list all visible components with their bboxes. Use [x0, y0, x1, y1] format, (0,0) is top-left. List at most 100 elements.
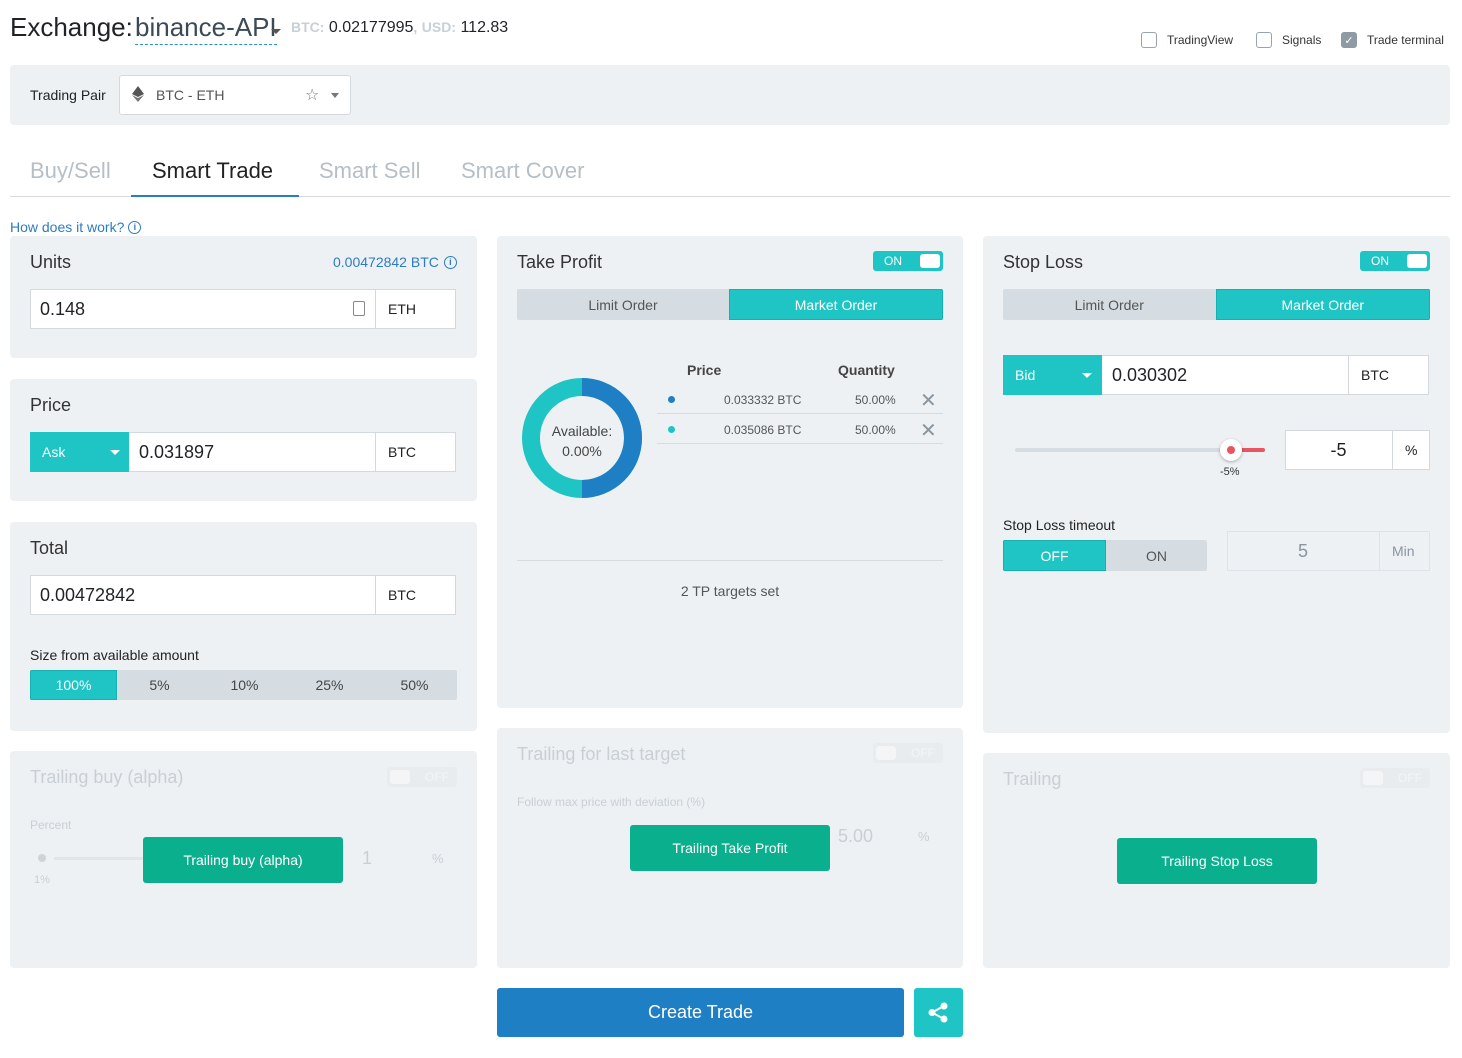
slider-dot — [1227, 446, 1235, 454]
slider-value-label: -5% — [1220, 466, 1240, 478]
size-selector[interactable]: 100% 5% 10% 25% 50% — [30, 670, 457, 700]
size-option-50[interactable]: 50% — [400, 677, 429, 693]
timeout-unit: Min — [1392, 543, 1415, 559]
trailing-buy-toggle[interactable]: OFF — [387, 767, 457, 787]
timeout-off[interactable]: OFF — [1003, 540, 1106, 571]
active-tab-indicator — [131, 195, 299, 197]
stop-loss-percent-input[interactable] — [1285, 430, 1430, 470]
timeout-input[interactable] — [1227, 531, 1430, 571]
slider-value-label: 1% — [34, 874, 50, 886]
check-icon[interactable]: ✓ — [1341, 32, 1357, 48]
stop-loss-side-label: Bid — [1015, 367, 1036, 383]
stop-loss-percent-value[interactable]: -5 — [1330, 440, 1347, 460]
trading-pair-select[interactable] — [119, 75, 351, 115]
stop-loss-title: Stop Loss — [1003, 252, 1084, 272]
tp-target-qty: 50.00% — [855, 393, 896, 407]
units-btc-equivalent: 0.00472842 BTC i — [333, 254, 457, 270]
tab-buy-sell[interactable]: Buy/Sell — [30, 158, 111, 183]
trailing-sl-title: Trailing — [1003, 769, 1062, 789]
size-option-5[interactable]: 5% — [149, 677, 170, 693]
total-currency: BTC — [388, 587, 416, 603]
checkbox-icon[interactable] — [1141, 32, 1157, 48]
trailing-buy-title: Trailing buy (alpha) — [30, 767, 184, 787]
trailing-buy-unit: % — [432, 851, 444, 866]
stop-loss-slider-track[interactable] — [1015, 448, 1231, 452]
signals-checkbox[interactable]: Signals — [1256, 32, 1321, 48]
trailing-sl-toggle[interactable]: OFF — [1360, 768, 1430, 788]
share-icon — [928, 1002, 948, 1023]
tp-target-dot — [668, 396, 675, 403]
trailing-buy-value: 1 — [362, 848, 373, 868]
trading-pair-value: BTC - ETH — [156, 87, 225, 103]
percent-unit: % — [1405, 442, 1418, 458]
trade-terminal-checkbox[interactable]: ✓ Trade terminal — [1341, 32, 1444, 48]
stop-loss-value[interactable]: 0.030302 — [1112, 365, 1188, 385]
exchange-selector[interactable]: binance-API — [135, 12, 277, 45]
tab-smart-trade[interactable]: Smart Trade — [152, 158, 274, 183]
calculator-icon[interactable] — [353, 301, 365, 316]
trailing-stop-loss-button[interactable]: Trailing Stop Loss — [1117, 838, 1317, 884]
trailing-tp-toggle[interactable]: OFF — [873, 743, 943, 763]
size-option-10[interactable]: 10% — [230, 677, 259, 693]
info-icon: i — [128, 220, 142, 234]
timeout-value[interactable]: 5 — [1297, 541, 1308, 561]
balance-display: BTC: 0.02177995, USD: 112.83 — [291, 19, 509, 36]
create-trade-button[interactable]: Create Trade — [497, 988, 904, 1037]
tp-available: Available: 0.00% — [551, 423, 613, 459]
trailing-take-profit-button[interactable]: Trailing Take Profit — [630, 825, 830, 871]
trailing-tp-desc: Follow max price with deviation (%) — [517, 795, 706, 809]
trailing-tp-value: 5.00 — [838, 826, 874, 846]
stop-loss-timeout-toggle[interactable]: OFF ON — [1003, 540, 1207, 571]
exchange-title: Exchange: — [10, 12, 133, 42]
close-icon[interactable]: ✕ — [920, 390, 937, 412]
tradingview-checkbox[interactable]: TradingView — [1141, 32, 1233, 48]
take-profit-toggle[interactable]: ON — [873, 251, 943, 271]
units-value[interactable]: 0.148 — [40, 299, 86, 319]
sl-limit-order[interactable]: Limit Order — [1003, 289, 1216, 320]
tp-market-order[interactable]: Market Order — [729, 289, 943, 320]
total-input[interactable] — [30, 575, 456, 615]
tab-smart-sell[interactable]: Smart Sell — [319, 158, 421, 183]
tp-target-price: 0.033332 BTC — [724, 393, 802, 407]
star-icon[interactable]: ☆ — [305, 87, 320, 104]
take-profit-order-type[interactable]: Limit Order Market Order — [517, 289, 943, 320]
tp-donut-chart — [522, 378, 642, 498]
trailing-buy-button[interactable]: Trailing buy (alpha) — [143, 837, 343, 883]
close-icon[interactable]: ✕ — [920, 420, 937, 442]
tp-target-price: 0.035086 BTC — [724, 423, 802, 437]
tp-target-qty: 50.00% — [855, 423, 896, 437]
tp-summary: 2 TP targets set — [680, 583, 780, 599]
chevron-down-icon — [1082, 373, 1092, 378]
chevron-down-icon[interactable] — [331, 93, 339, 98]
trailing-tp-unit: % — [918, 829, 930, 844]
trailing-tp-title: Trailing for last target — [517, 744, 686, 764]
trading-pair-label: Trading Pair — [30, 87, 106, 103]
usd-value: 112.83 — [460, 19, 509, 36]
total-value[interactable]: 0.00472842 — [40, 585, 136, 605]
slider-handle[interactable] — [38, 854, 46, 862]
stop-loss-toggle[interactable]: ON — [1360, 251, 1430, 271]
share-button[interactable] — [914, 988, 963, 1037]
stop-loss-slider-fill[interactable] — [1231, 448, 1265, 452]
size-label: Size from available amount — [30, 647, 199, 663]
price-value[interactable]: 0.031897 — [139, 442, 215, 462]
how-it-works-link[interactable]: How does it work? i — [10, 219, 142, 235]
slider-track[interactable] — [54, 857, 144, 860]
tp-col-quantity: Quantity — [838, 362, 895, 378]
size-option-100[interactable]: 100% — [30, 670, 117, 700]
tp-limit-order[interactable]: Limit Order — [517, 289, 729, 320]
info-icon: i — [443, 255, 457, 269]
sl-market-order[interactable]: Market Order — [1215, 289, 1430, 320]
stop-loss-timeout-label: Stop Loss timeout — [1003, 517, 1116, 533]
size-option-25[interactable]: 25% — [315, 677, 344, 693]
tp-col-price: Price — [687, 362, 722, 378]
checkbox-icon[interactable] — [1256, 32, 1272, 48]
timeout-on[interactable]: ON — [1106, 540, 1207, 571]
price-currency: BTC — [388, 444, 416, 460]
units-input[interactable] — [30, 289, 456, 329]
tab-smart-cover[interactable]: Smart Cover — [461, 158, 585, 183]
units-currency: ETH — [388, 301, 416, 317]
chevron-down-icon[interactable] — [271, 29, 281, 34]
stop-loss-order-type[interactable]: Limit Order Market Order — [1003, 289, 1430, 320]
percent-label: Percent — [30, 818, 72, 832]
